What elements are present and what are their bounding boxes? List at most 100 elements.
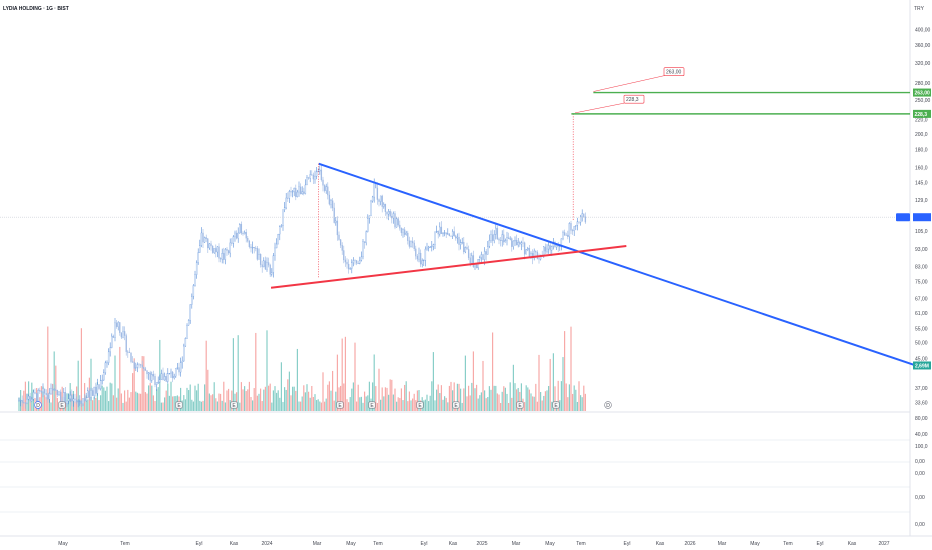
volume-bar bbox=[138, 393, 140, 411]
volume-bar bbox=[573, 385, 575, 411]
volume-bar bbox=[223, 381, 225, 411]
candle-body bbox=[285, 197, 287, 208]
candle-body bbox=[517, 242, 519, 246]
volume-bar bbox=[247, 389, 249, 411]
candle-body bbox=[147, 372, 150, 375]
candle-body bbox=[112, 335, 115, 338]
candle-body bbox=[272, 255, 275, 273]
candle-body bbox=[311, 174, 313, 176]
volume-bar bbox=[524, 402, 526, 411]
candle-body bbox=[547, 245, 550, 250]
y-tick-label: 83,00 bbox=[915, 264, 928, 270]
candle-body bbox=[197, 252, 199, 263]
volume-bar bbox=[312, 397, 314, 411]
candle-body bbox=[152, 373, 155, 377]
y-tick-label: 93,00 bbox=[915, 247, 928, 253]
event-marker bbox=[368, 401, 376, 409]
volume-bar bbox=[296, 348, 298, 411]
candle-body bbox=[98, 384, 100, 389]
volume-bar bbox=[437, 384, 439, 411]
candle-body bbox=[359, 260, 361, 264]
candle-body bbox=[93, 386, 95, 396]
volume-bar bbox=[508, 402, 510, 411]
target-callout-pointer bbox=[593, 75, 665, 92]
candle-body bbox=[459, 242, 462, 245]
volume-bar bbox=[172, 396, 174, 411]
candle-body bbox=[562, 232, 564, 239]
volume-bar bbox=[226, 390, 228, 411]
candle-body bbox=[179, 362, 182, 373]
volume-bar bbox=[52, 383, 54, 411]
volume-bar bbox=[544, 391, 546, 411]
event-marker bbox=[58, 401, 66, 409]
candles bbox=[18, 164, 587, 409]
candle-body bbox=[243, 232, 246, 235]
volume-bar bbox=[276, 392, 278, 411]
candle-body bbox=[485, 251, 487, 255]
candle-body bbox=[221, 253, 223, 260]
candle-body bbox=[258, 254, 260, 260]
candle-body bbox=[128, 351, 131, 353]
candle-body bbox=[418, 252, 420, 260]
candle-body bbox=[259, 254, 262, 265]
candle-body bbox=[431, 246, 433, 248]
volume-bar bbox=[570, 326, 572, 411]
candle-body bbox=[101, 379, 103, 381]
volume-bar bbox=[528, 389, 530, 411]
volume-bar bbox=[330, 390, 332, 411]
candle-body bbox=[205, 237, 207, 239]
y-tick-label: 360,00 bbox=[915, 43, 931, 49]
volume-bar bbox=[280, 362, 282, 411]
candle-body bbox=[280, 225, 283, 227]
volume-bar bbox=[351, 388, 353, 411]
candle-body bbox=[75, 400, 78, 403]
candle-body bbox=[475, 264, 478, 269]
volume-bar bbox=[135, 391, 137, 411]
volume-bar bbox=[250, 396, 252, 411]
volume-bar bbox=[93, 396, 95, 411]
event-marker-label: E bbox=[370, 403, 374, 409]
volume-bar bbox=[535, 383, 537, 411]
candle-body bbox=[474, 264, 476, 268]
volume-bar bbox=[146, 393, 148, 411]
volume-bar bbox=[309, 397, 311, 411]
volume-bar bbox=[207, 369, 209, 411]
volume-bar bbox=[530, 393, 532, 411]
candle-body bbox=[96, 384, 99, 394]
volume-bar bbox=[581, 397, 583, 411]
candle-body bbox=[34, 392, 36, 394]
volume-bar bbox=[384, 387, 386, 411]
candle-body bbox=[499, 240, 502, 241]
candle-body bbox=[527, 248, 529, 250]
volume-bar bbox=[364, 391, 366, 411]
candle-body bbox=[509, 238, 511, 240]
volume-bar bbox=[532, 396, 534, 411]
volume-bar bbox=[423, 400, 425, 411]
volume-bar bbox=[119, 346, 121, 411]
candle-body bbox=[271, 272, 273, 275]
volume-bar bbox=[316, 400, 318, 411]
candle-body bbox=[66, 400, 68, 404]
trendline bbox=[318, 162, 917, 367]
candle-body bbox=[421, 260, 423, 265]
volume-bar bbox=[136, 392, 138, 411]
volume-bar bbox=[42, 386, 44, 411]
candle-body bbox=[461, 242, 463, 243]
candle-body bbox=[162, 373, 164, 381]
volume-bar bbox=[471, 382, 473, 411]
candle-body bbox=[555, 244, 558, 248]
volume-bar bbox=[460, 388, 462, 411]
y-tick-label: 61,00 bbox=[915, 311, 928, 317]
y-tick-label: 200,0 bbox=[915, 132, 928, 138]
event-marker-label: E bbox=[338, 403, 342, 409]
volume-bar bbox=[578, 381, 580, 411]
x-tick-label: 2027 bbox=[878, 541, 889, 547]
candle-body bbox=[127, 351, 129, 353]
x-tick-label: May bbox=[58, 541, 68, 547]
candle-body bbox=[379, 195, 382, 202]
volume-bar bbox=[413, 393, 415, 411]
candle-body bbox=[330, 200, 332, 205]
candle-body bbox=[117, 322, 119, 327]
volume-bar bbox=[194, 385, 196, 411]
